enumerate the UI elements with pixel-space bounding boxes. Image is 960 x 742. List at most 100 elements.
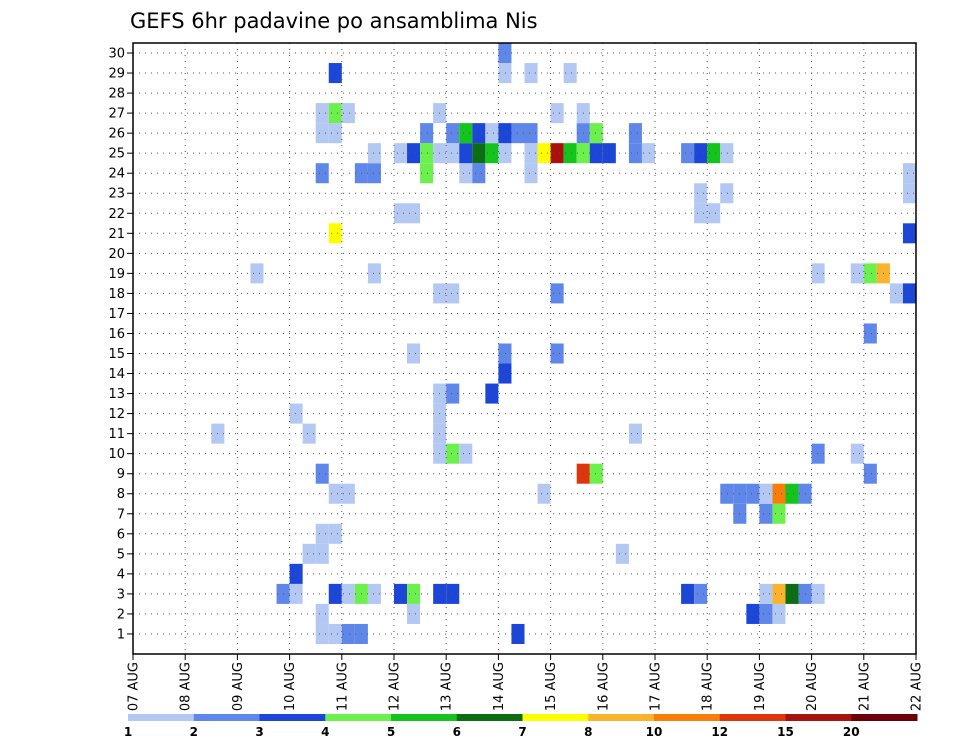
y-tick-label: 12: [108, 407, 125, 422]
heatmap-cell: [785, 483, 799, 504]
heatmap-cell: [472, 163, 486, 184]
heatmap-cell: [367, 583, 381, 604]
heatmap-cell: [446, 383, 460, 404]
heatmap-cell: [550, 283, 564, 304]
legend-label: 3: [255, 725, 263, 739]
x-tick-label: 08 AUG: [179, 662, 194, 711]
heatmap-cell: [902, 223, 916, 244]
heatmap-cell: [811, 583, 825, 604]
y-tick-label: 20: [108, 247, 125, 262]
heatmap-cell: [550, 103, 564, 124]
legend-color-swatch: [193, 714, 260, 721]
y-tick-label: 25: [108, 147, 125, 162]
heatmap-cell: [720, 483, 734, 504]
x-tick-label: 12 AUG: [388, 662, 403, 711]
legend-label: 15: [777, 725, 794, 739]
legend-label: 20: [843, 725, 860, 739]
plot-frame: [132, 42, 917, 655]
heatmap-cells: [211, 43, 916, 644]
heatmap-cell: [407, 583, 421, 604]
x-tick-label: 11 AUG: [335, 662, 350, 711]
legend-color-swatch: [654, 714, 721, 721]
heatmap-cell: [407, 603, 421, 624]
heatmap-cell: [446, 583, 460, 604]
heatmap-cell: [328, 103, 342, 124]
heatmap-cell: [341, 623, 355, 644]
heatmap-cell: [811, 263, 825, 284]
legend-color-swatch: [588, 714, 655, 721]
heatmap-cell: [328, 123, 342, 144]
heatmap-cell: [524, 63, 538, 84]
y-axis-ticks: 1234567891011121314151617181920212223242…: [108, 47, 133, 642]
y-tick-label: 27: [108, 107, 125, 122]
heatmap-cell: [681, 583, 695, 604]
y-tick-label: 1: [117, 627, 125, 642]
heatmap-cell: [772, 583, 786, 604]
heatmap-cell: [772, 603, 786, 624]
heatmap-cell: [589, 463, 603, 484]
y-tick-label: 7: [117, 507, 125, 522]
heatmap-cell: [407, 343, 421, 364]
y-tick-label: 3: [117, 587, 125, 602]
heatmap-cell: [589, 123, 603, 144]
y-tick-label: 17: [108, 307, 125, 322]
heatmap-cell: [485, 123, 499, 144]
heatmap-cell: [563, 143, 577, 164]
heatmap-cell: [315, 123, 329, 144]
x-tick-label: 22 AUG: [910, 662, 925, 711]
legend-label: 12: [711, 725, 728, 739]
heatmap-cell: [746, 603, 760, 624]
heatmap-cell: [863, 263, 877, 284]
heatmap-cell: [472, 123, 486, 144]
heatmap-cell: [498, 363, 512, 384]
heatmap-cell: [550, 343, 564, 364]
y-tick-label: 11: [108, 427, 125, 442]
heatmap-cell: [459, 443, 473, 464]
heatmap-cell: [289, 403, 303, 424]
heatmap-cell: [681, 143, 695, 164]
heatmap-cell: [759, 483, 773, 504]
heatmap-cell: [315, 163, 329, 184]
heatmap-cell: [694, 203, 708, 224]
heatmap-cell: [785, 583, 799, 604]
legend-color-swatch: [851, 714, 918, 721]
y-tick-label: 18: [108, 287, 125, 302]
y-tick-label: 22: [108, 207, 125, 222]
heatmap-cell: [446, 283, 460, 304]
heatmap-cell: [498, 343, 512, 364]
heatmap-cell: [446, 143, 460, 164]
heatmap-cell: [641, 143, 655, 164]
heatmap-cell: [367, 143, 381, 164]
heatmap-cell: [302, 423, 316, 444]
heatmap-cell: [628, 423, 642, 444]
x-tick-label: 15 AUG: [544, 662, 559, 711]
y-tick-label: 21: [108, 227, 125, 242]
heatmap-cell: [707, 203, 721, 224]
heatmap-cell: [420, 163, 434, 184]
x-tick-label: 21 AUG: [857, 662, 872, 711]
heatmap-cell: [485, 383, 499, 404]
heatmap-cell: [772, 483, 786, 504]
heatmap-cell: [563, 63, 577, 84]
heatmap-cell: [602, 143, 616, 164]
heatmap-cell: [498, 143, 512, 164]
legend-color-swatch: [325, 714, 392, 721]
heatmap-cell: [407, 203, 421, 224]
heatmap-cell: [694, 183, 708, 204]
heatmap-cell: [367, 163, 381, 184]
heatmap-cell: [902, 163, 916, 184]
y-tick-label: 15: [108, 347, 125, 362]
legend-label: 1: [124, 725, 132, 739]
heatmap-cell: [328, 583, 342, 604]
x-tick-label: 17 AUG: [649, 662, 664, 711]
heatmap-cell: [250, 263, 264, 284]
legend-color-swatch: [391, 714, 458, 721]
heatmap-cell: [459, 163, 473, 184]
heatmap-cell: [694, 583, 708, 604]
y-tick-label: 24: [108, 167, 125, 182]
heatmap-cell: [315, 543, 329, 564]
heatmap-cell: [341, 483, 355, 504]
heatmap-cell: [420, 123, 434, 144]
heatmap-cell: [420, 143, 434, 164]
